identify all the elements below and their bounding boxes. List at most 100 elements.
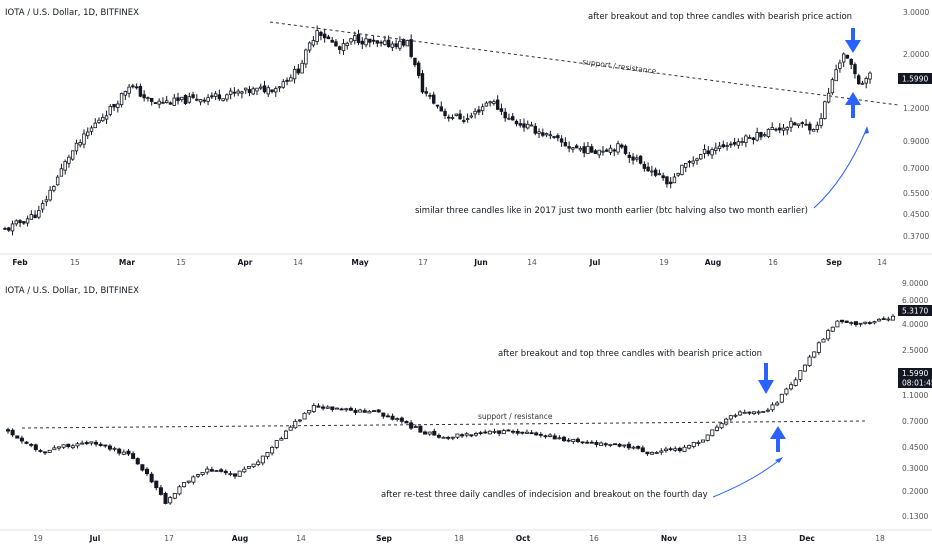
chart-top-candle bbox=[108, 105, 113, 115]
chart-top-candle bbox=[612, 149, 616, 152]
chart-top-candle bbox=[511, 116, 515, 121]
chart-top-candle bbox=[127, 86, 131, 94]
chart-top-candle bbox=[104, 115, 109, 120]
chart-top-last-price-badge bbox=[898, 73, 932, 84]
chart-top-candle bbox=[845, 54, 850, 59]
chart-top-candle bbox=[465, 118, 470, 120]
chart-bottom-y-tick-label: 0.2000 bbox=[902, 487, 928, 496]
chart-top-candle bbox=[232, 91, 237, 94]
chart-top-candle bbox=[488, 101, 492, 104]
chart-top-candle bbox=[537, 131, 541, 134]
chart-bottom-candle bbox=[19, 437, 24, 442]
chart-top-candle bbox=[586, 145, 590, 154]
chart-top-candle bbox=[477, 109, 481, 113]
chart-top-x-tick-label: Jun bbox=[473, 258, 487, 267]
chart-top-candle bbox=[97, 119, 101, 123]
chart-bottom-candle bbox=[853, 321, 858, 326]
chart-top-candle bbox=[695, 158, 699, 161]
chart-bottom-candle bbox=[751, 411, 757, 414]
chart-top-candle bbox=[503, 111, 507, 119]
chart-bottom-candle bbox=[293, 420, 298, 429]
chart-bottom-x-axis: 19 Jul 17 Aug 14 Sep 18 Oct 16 Nov 13 Dec 18 bbox=[0, 529, 932, 543]
chart-top-candle bbox=[793, 122, 797, 126]
chart-top-candle bbox=[544, 133, 549, 136]
chart-bottom-candle bbox=[756, 411, 761, 414]
chart-top-candle bbox=[247, 89, 252, 94]
chart-bottom-candle bbox=[334, 407, 339, 410]
chart-bottom-candle bbox=[682, 446, 687, 452]
chart-top-candle bbox=[620, 144, 624, 148]
chart-top-candle bbox=[142, 94, 146, 99]
chart-top-candle bbox=[714, 147, 718, 151]
chart-bottom-candle bbox=[650, 451, 655, 455]
chart-bottom-candle bbox=[297, 419, 302, 422]
chart-bottom-candle bbox=[195, 474, 200, 477]
chart-top-candle bbox=[785, 127, 789, 131]
chart-top-candle bbox=[815, 124, 820, 130]
chart-bottom-candle bbox=[770, 404, 775, 411]
chart-bottom-candle bbox=[353, 409, 358, 413]
chart-bottom-candle bbox=[339, 408, 344, 411]
chart-top-title: IOTA / U.S. Dollar, 1D, BITFINEX bbox=[5, 8, 139, 18]
chart-top-x-tick-label: Apr bbox=[238, 258, 253, 267]
chart-bottom-candle bbox=[144, 468, 150, 475]
chart-top-candle bbox=[112, 103, 116, 108]
chart-bottom-candle bbox=[821, 338, 826, 343]
chart-bottom-candle bbox=[807, 356, 812, 367]
chart-top-candle bbox=[439, 106, 443, 112]
chart-bottom-y-tick-label: 0.1300 bbox=[902, 512, 928, 521]
chart-bottom-candle bbox=[154, 480, 159, 489]
chart-top-candle bbox=[413, 57, 417, 66]
chart-top-candle bbox=[221, 98, 225, 101]
chart-bottom-y-tick-label: 0.7000 bbox=[902, 417, 928, 426]
chart-top-candle bbox=[307, 42, 312, 51]
chart-bottom-down-arrow bbox=[758, 363, 774, 394]
chart-top-candle bbox=[70, 150, 75, 160]
chart-top-candle bbox=[183, 94, 188, 105]
chart-bottom-candle bbox=[529, 432, 534, 435]
chart-top-candle bbox=[296, 68, 301, 74]
chart-top-candle bbox=[394, 43, 398, 48]
chart-bottom-candle bbox=[10, 429, 15, 436]
chart-top-candle bbox=[732, 142, 737, 145]
chart-bottom-y-tick-label: 9.0000 bbox=[902, 279, 928, 288]
chart-top-candle bbox=[823, 101, 827, 119]
chart-bottom-candle bbox=[733, 414, 738, 417]
chart-top-x-tick-label: 14 bbox=[293, 258, 303, 267]
chart-top-candle bbox=[409, 39, 413, 57]
chart-top-candle bbox=[63, 161, 67, 171]
chart-top-candle bbox=[360, 40, 364, 45]
chart-top-candle bbox=[37, 209, 41, 218]
chart-bottom-candle bbox=[372, 410, 377, 412]
chart-top-candle bbox=[210, 95, 214, 98]
chart-top-candle bbox=[386, 39, 391, 48]
chart-top-candle bbox=[401, 39, 406, 46]
chart-top-candle bbox=[736, 141, 741, 146]
chart-bottom-candle bbox=[316, 405, 321, 408]
chart-bottom-candle bbox=[251, 463, 256, 468]
chart-bottom-candle bbox=[761, 411, 766, 413]
chart-bottom-y-tick-label: 0.4500 bbox=[902, 443, 928, 452]
chart-bottom-candle bbox=[881, 318, 886, 321]
chart-bottom-candle bbox=[121, 451, 126, 455]
chart-bottom-candle bbox=[714, 426, 719, 431]
chart-top-candle bbox=[364, 38, 368, 46]
chart-top-candle bbox=[134, 86, 139, 89]
chart-bottom-candle bbox=[348, 407, 353, 411]
chart-bottom-candle bbox=[654, 452, 659, 454]
chart-top-candle bbox=[44, 199, 49, 203]
chart-bottom-candle bbox=[279, 438, 284, 441]
chart-bottom-candle bbox=[858, 322, 863, 325]
chart-top-x-tick-label: Feb bbox=[12, 258, 28, 267]
chart-top-candle bbox=[33, 214, 37, 219]
chart-top-candle bbox=[462, 120, 466, 122]
chart-top-candle bbox=[616, 143, 620, 153]
chart-bottom-x-tick-label: Oct bbox=[516, 534, 531, 543]
chart-bottom-candle bbox=[719, 422, 724, 429]
chart-top-candle bbox=[627, 154, 632, 158]
chart-bottom-candle bbox=[209, 469, 214, 472]
chart-bottom-candle bbox=[524, 431, 529, 434]
chart-bottom-candle bbox=[511, 430, 516, 433]
chart-bottom-x-tick-label: 19 bbox=[33, 534, 43, 543]
chart-bottom-candle bbox=[548, 434, 553, 437]
